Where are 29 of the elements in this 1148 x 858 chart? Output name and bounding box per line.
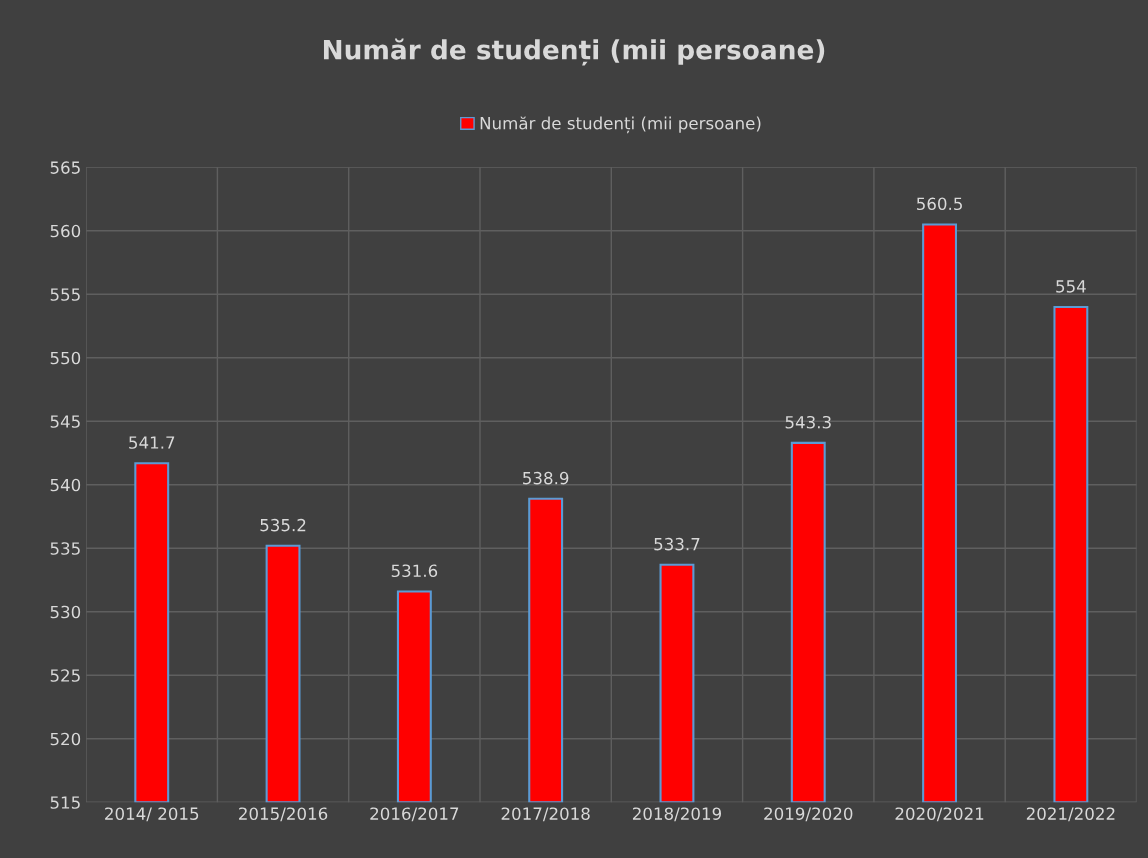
y-tick-label: 525 bbox=[50, 669, 80, 682]
y-tick-label: 540 bbox=[50, 478, 81, 492]
x-tick-label: 2020/2021 bbox=[895, 807, 984, 822]
data-label: 533.7 bbox=[654, 537, 700, 551]
legend-label: Număr de studenți (mii persoane) bbox=[480, 116, 761, 134]
y-tick-label: 535 bbox=[50, 542, 80, 555]
y-tick-label: 565 bbox=[50, 161, 80, 174]
y-tick-label: 515 bbox=[50, 796, 80, 809]
data-label: 531.6 bbox=[391, 564, 438, 578]
x-tick-label: 2018/2019 bbox=[632, 807, 722, 822]
data-label: 554 bbox=[1056, 280, 1086, 293]
y-tick-label: 545 bbox=[50, 415, 80, 428]
y-tick-label: 520 bbox=[50, 732, 81, 746]
x-tick-label: 2014/ 2015 bbox=[105, 807, 199, 822]
chart-title: Număr de studenți (mii persoane) bbox=[323, 38, 825, 66]
data-label: 541.7 bbox=[129, 436, 175, 449]
data-label: 560.5 bbox=[917, 197, 962, 211]
x-tick-label: 2015/2016 bbox=[239, 807, 328, 822]
y-tick-label: 550 bbox=[50, 351, 81, 365]
data-label: 543.3 bbox=[785, 415, 831, 429]
x-tick-label: 2021/2022 bbox=[1026, 807, 1115, 822]
y-tick-label: 530 bbox=[50, 605, 81, 619]
x-tick-label: 2016/2017 bbox=[370, 807, 459, 822]
data-label: 535.2 bbox=[260, 518, 306, 532]
data-label: 538.9 bbox=[523, 471, 569, 485]
x-tick-label: 2017/2018 bbox=[501, 807, 590, 822]
y-tick-label: 555 bbox=[50, 288, 80, 301]
x-tick-label: 2019/2020 bbox=[764, 807, 853, 822]
y-tick-label: 560 bbox=[50, 224, 81, 238]
